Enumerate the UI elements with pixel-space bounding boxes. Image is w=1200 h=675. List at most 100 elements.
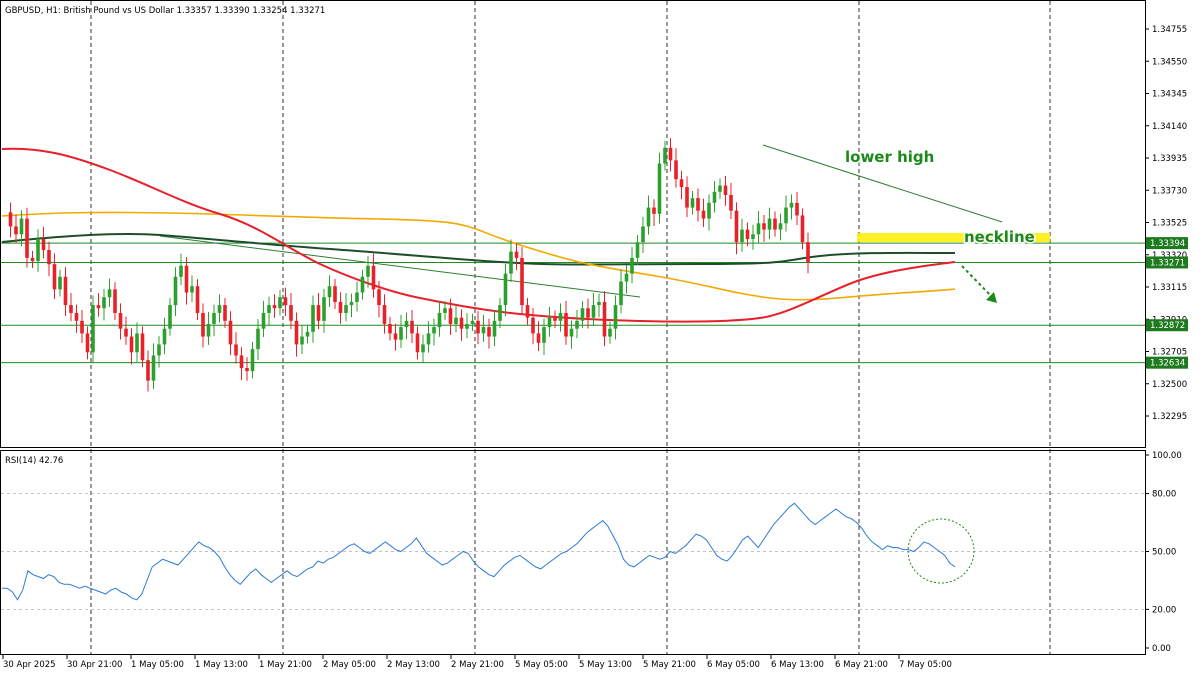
rsi-tick-label: 20.00 xyxy=(1152,605,1176,615)
candle-body xyxy=(184,265,189,293)
neckline-band xyxy=(857,233,1050,242)
candle-body xyxy=(96,305,101,309)
candle-body xyxy=(338,301,343,313)
candle-body xyxy=(646,207,651,227)
candle-body xyxy=(542,327,546,343)
candle-body xyxy=(327,286,332,298)
candle-body xyxy=(201,312,205,337)
candle-body xyxy=(85,333,90,353)
candle-body xyxy=(608,328,612,337)
candle-body xyxy=(267,305,271,313)
candle-body xyxy=(404,320,409,328)
candle-body xyxy=(806,242,810,263)
rsi-tick-label: 80.00 xyxy=(1152,490,1176,500)
candle-body xyxy=(459,317,464,329)
candle-body xyxy=(674,160,678,180)
chart-header: GBPUSD, H1: British Pound vs US Dollar 1… xyxy=(5,6,325,16)
candle-body xyxy=(564,312,568,337)
candle-body xyxy=(723,185,728,195)
candle-body xyxy=(756,223,761,235)
candle-body xyxy=(300,336,304,345)
candle-body xyxy=(531,317,535,334)
candle-body xyxy=(426,333,431,345)
candle-body xyxy=(641,226,645,243)
rsi-line xyxy=(2,502,956,601)
x-tick-label: 7 May 05:00 xyxy=(899,660,952,670)
candle-body xyxy=(349,301,354,306)
candle-body xyxy=(624,273,629,282)
candles-layer xyxy=(8,138,810,392)
price-level-tag-label: 1.32872 xyxy=(1150,321,1185,331)
candle-body xyxy=(789,202,794,208)
candle-body xyxy=(52,264,57,290)
candle-body xyxy=(443,308,447,313)
x-tick-label: 2 May 21:00 xyxy=(451,660,504,670)
candle-body xyxy=(118,312,123,329)
price-level-tag-label: 1.33394 xyxy=(1150,239,1185,249)
candle-body xyxy=(712,191,717,203)
candle-body xyxy=(382,305,387,324)
candle-body xyxy=(69,305,73,313)
candle-body xyxy=(162,328,167,345)
candle-body xyxy=(74,312,79,321)
candle-body xyxy=(740,229,744,243)
y-tick-label: 1.32500 xyxy=(1152,380,1187,390)
candle-body xyxy=(355,292,359,302)
x-tick-label: 6 May 05:00 xyxy=(707,660,760,670)
candle-body xyxy=(179,265,183,277)
candle-body xyxy=(690,198,695,208)
trendline-early xyxy=(159,235,641,298)
candle-body xyxy=(305,331,310,337)
x-tick-label: 5 May 21:00 xyxy=(643,660,696,670)
candle-body xyxy=(795,202,799,216)
price-panel[interactable] xyxy=(0,0,1146,448)
candle-body xyxy=(751,234,755,240)
candle-body xyxy=(393,333,398,340)
rsi-circle xyxy=(907,518,975,584)
candle-body xyxy=(745,229,750,240)
x-tick-label: 1 May 21:00 xyxy=(259,660,312,670)
candle-body xyxy=(190,286,194,293)
candle-body xyxy=(14,226,18,235)
rsi-level-lines xyxy=(1,493,1145,610)
candle-body xyxy=(492,320,497,337)
ma-red xyxy=(1,147,956,323)
candle-body xyxy=(47,250,51,265)
candle-body xyxy=(470,320,475,324)
candle-body xyxy=(311,305,315,332)
candle-body xyxy=(520,257,524,306)
candle-body xyxy=(322,297,326,321)
rsi-panel[interactable] xyxy=(0,450,1146,655)
candle-body xyxy=(278,297,282,309)
y-tick-label: 1.34345 xyxy=(1152,90,1187,100)
candle-body xyxy=(597,301,601,306)
candle-body xyxy=(762,223,766,230)
rsi-header: RSI(14) 42.76 xyxy=(5,456,63,466)
candle-body xyxy=(481,327,486,334)
x-tick-label: 5 May 05:00 xyxy=(515,660,568,670)
candle-body xyxy=(553,317,557,321)
y-tick-label: 1.33115 xyxy=(1152,283,1187,293)
candle-body xyxy=(91,305,95,353)
down-arrow-head xyxy=(986,292,997,303)
price-level-tag xyxy=(1146,319,1188,332)
candle-body xyxy=(437,312,442,328)
down-arrow xyxy=(961,265,994,299)
x-tick-label: 2 May 05:00 xyxy=(323,660,376,670)
candle-body xyxy=(630,257,634,274)
x-tick-label: 30 Apr 21:00 xyxy=(67,660,122,670)
y-tick-label: 1.33525 xyxy=(1152,219,1187,229)
candle-body xyxy=(80,320,84,334)
candle-body xyxy=(432,327,436,334)
candle-body xyxy=(525,305,530,318)
candle-body xyxy=(245,368,249,372)
x-tick-label: 1 May 05:00 xyxy=(131,660,184,670)
candle-body xyxy=(685,187,689,208)
candle-body xyxy=(454,317,458,324)
y-tick-label: 1.33320 xyxy=(1152,251,1187,261)
price-level-tag xyxy=(1146,237,1188,250)
candle-body xyxy=(239,355,244,369)
candle-body xyxy=(333,286,337,302)
y-tick-label: 1.34755 xyxy=(1152,25,1187,35)
